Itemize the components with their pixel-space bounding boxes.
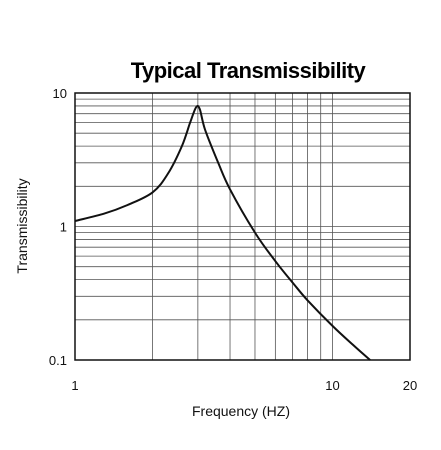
x-tick-label: 20 [403,378,417,393]
x-tick-label: 10 [325,378,339,393]
grid-lines [75,93,410,360]
y-axis-label: Transmissibility [14,178,30,273]
y-tick-labels: 0.1 1 10 [49,86,67,368]
y-tick-label: 10 [53,86,67,101]
y-tick-label: 0.1 [49,353,67,368]
transmissibility-curve [74,104,371,361]
chart-title: Typical Transmissibility [131,58,367,83]
x-axis-label: Frequency (HZ) [192,403,290,419]
x-tick-label: 1 [71,378,78,393]
x-tick-labels: 1 10 20 [71,378,417,393]
plot-frame [74,92,411,361]
y-tick-label: 1 [60,220,67,235]
